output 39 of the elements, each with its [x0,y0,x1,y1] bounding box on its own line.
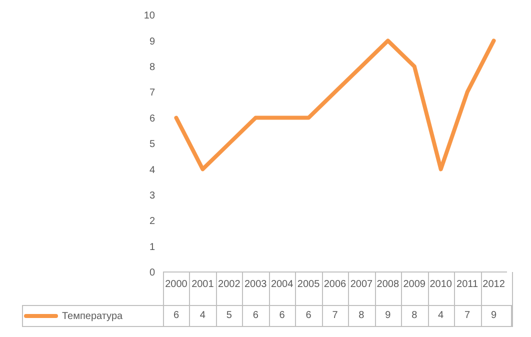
y-tick-label: 6 [149,113,156,124]
data-label: 4 [198,309,206,323]
x-tick-label: 2009 [403,279,426,290]
data-label: 8 [410,309,418,323]
data-label: 6 [304,309,312,323]
x-tick-label: 2008 [376,279,400,290]
data-label: 7 [464,309,472,323]
y-tick-label: 9 [149,36,156,48]
x-tick-label: 2006 [324,279,347,290]
x-tick-label: 2007 [350,279,374,290]
x-tick-label: 2012 [482,279,506,290]
x-tick-label: 2002 [218,279,241,290]
x-tick-label: 2003 [244,279,268,290]
y-tick-label: 8 [149,62,156,73]
y-tick-label: 1 [149,242,156,253]
x-tick-label: 2010 [430,279,452,290]
data-label: 6 [278,309,286,323]
y-tick-label: 0 [149,268,156,279]
line-series [174,38,496,172]
data-label: 9 [384,309,392,323]
y-tick-label: 3 [149,190,156,202]
y-tick-label: 10 [144,10,156,22]
legend-label: Температура [62,310,123,322]
data-label: 4 [437,309,445,323]
data-label: 6 [172,309,180,323]
x-tick-label: 2000 [165,279,188,290]
data-label: 5 [225,309,233,323]
data-label: 7 [331,309,339,323]
x-tick-label: 2005 [297,279,320,290]
y-tick-label: 4 [149,164,156,176]
y-tick-label: 7 [149,88,156,99]
y-tick-label: 2 [149,216,156,228]
x-tick-label: 2001 [192,279,214,290]
y-tick-label: 5 [149,139,156,150]
data-label: 8 [358,309,366,323]
data-label: 6 [252,309,260,323]
data-label: 9 [490,309,498,323]
x-tick-label: 2004 [270,279,294,290]
x-tick-label: 2011 [456,279,478,290]
